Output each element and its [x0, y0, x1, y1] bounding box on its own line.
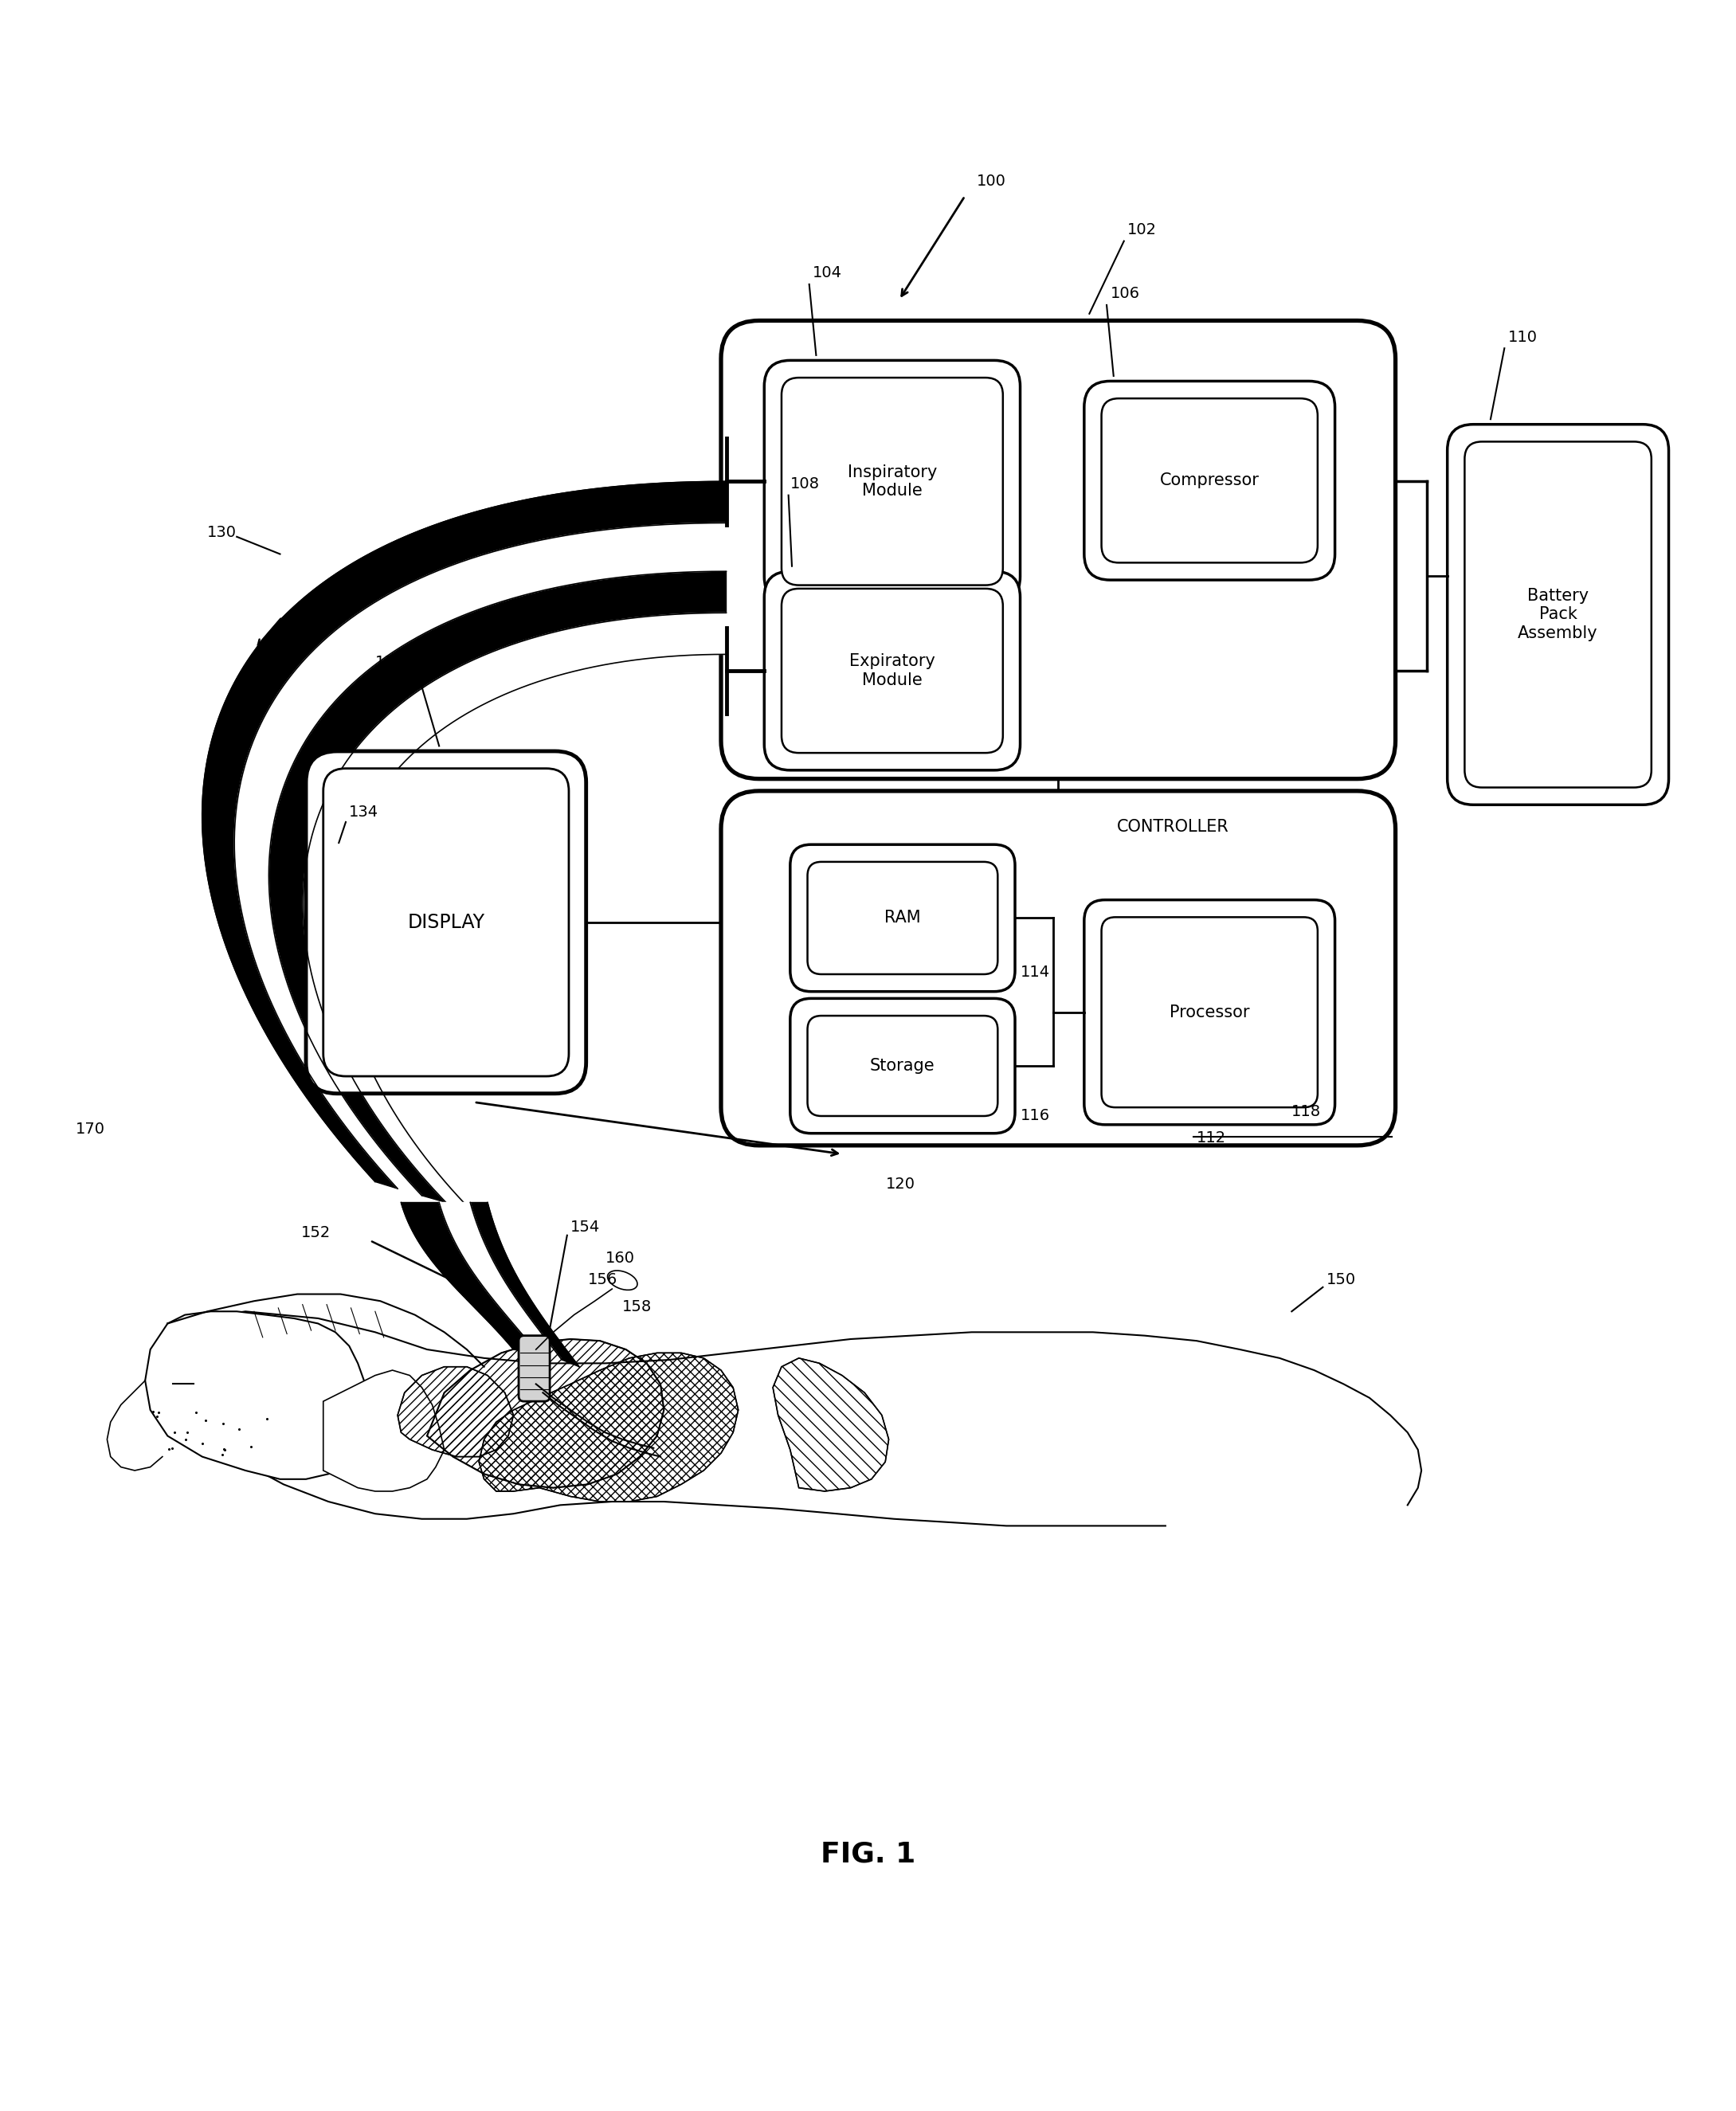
Text: 106: 106: [1109, 287, 1139, 302]
Polygon shape: [234, 524, 726, 1195]
Text: 100: 100: [977, 173, 1007, 188]
FancyBboxPatch shape: [790, 999, 1016, 1134]
FancyBboxPatch shape: [807, 1015, 998, 1117]
Text: 156: 156: [589, 1271, 618, 1288]
Text: CONTROLLER: CONTROLLER: [1116, 819, 1229, 834]
Text: 154: 154: [571, 1220, 601, 1235]
Text: 122: 122: [422, 657, 451, 671]
Text: 112: 112: [1196, 1129, 1226, 1144]
Text: 170: 170: [76, 1121, 106, 1136]
FancyBboxPatch shape: [1465, 441, 1651, 787]
FancyBboxPatch shape: [781, 589, 1003, 754]
Text: Expiratory
Module: Expiratory Module: [849, 654, 936, 688]
Polygon shape: [439, 1203, 562, 1359]
Polygon shape: [146, 1311, 370, 1480]
Text: 118: 118: [1292, 1104, 1321, 1119]
Polygon shape: [201, 481, 726, 1188]
FancyBboxPatch shape: [764, 361, 1021, 602]
Text: RAM: RAM: [884, 910, 920, 927]
Text: 114: 114: [1021, 965, 1050, 980]
Text: Compressor: Compressor: [1160, 473, 1259, 488]
Text: 108: 108: [790, 477, 819, 492]
Text: 104: 104: [812, 266, 842, 281]
FancyBboxPatch shape: [1085, 899, 1335, 1125]
Polygon shape: [304, 612, 726, 1210]
Polygon shape: [323, 1370, 444, 1490]
Text: 110: 110: [1509, 329, 1538, 344]
Text: 160: 160: [606, 1252, 635, 1267]
Text: 150: 150: [1326, 1271, 1356, 1288]
FancyBboxPatch shape: [720, 321, 1396, 779]
Text: Battery
Pack
Assembly: Battery Pack Assembly: [1517, 589, 1599, 642]
FancyBboxPatch shape: [720, 792, 1396, 1146]
Text: 102: 102: [1127, 222, 1156, 236]
Text: 130: 130: [207, 526, 236, 540]
FancyBboxPatch shape: [790, 844, 1016, 992]
FancyBboxPatch shape: [519, 1336, 550, 1402]
Text: FIG. 1: FIG. 1: [821, 1841, 915, 1868]
FancyBboxPatch shape: [1101, 916, 1318, 1108]
Text: 116: 116: [1021, 1108, 1050, 1123]
Text: 120: 120: [885, 1176, 915, 1193]
Polygon shape: [269, 572, 726, 1203]
Polygon shape: [470, 1203, 580, 1366]
Text: Processor: Processor: [1170, 1005, 1250, 1020]
Text: DISPLAY: DISPLAY: [408, 912, 484, 931]
FancyBboxPatch shape: [306, 752, 587, 1093]
FancyBboxPatch shape: [807, 861, 998, 975]
Ellipse shape: [608, 1271, 637, 1290]
Text: 132: 132: [375, 654, 404, 669]
FancyBboxPatch shape: [1101, 399, 1318, 564]
Text: 158: 158: [623, 1300, 653, 1315]
FancyBboxPatch shape: [1085, 382, 1335, 581]
FancyBboxPatch shape: [781, 378, 1003, 585]
FancyBboxPatch shape: [764, 572, 1021, 771]
FancyBboxPatch shape: [1448, 424, 1668, 804]
FancyBboxPatch shape: [323, 768, 569, 1077]
Text: 152: 152: [300, 1224, 330, 1241]
Polygon shape: [401, 1203, 540, 1355]
Text: Storage: Storage: [870, 1058, 936, 1074]
Text: 134: 134: [349, 804, 378, 819]
Text: Inspiratory
Module: Inspiratory Module: [847, 464, 937, 498]
